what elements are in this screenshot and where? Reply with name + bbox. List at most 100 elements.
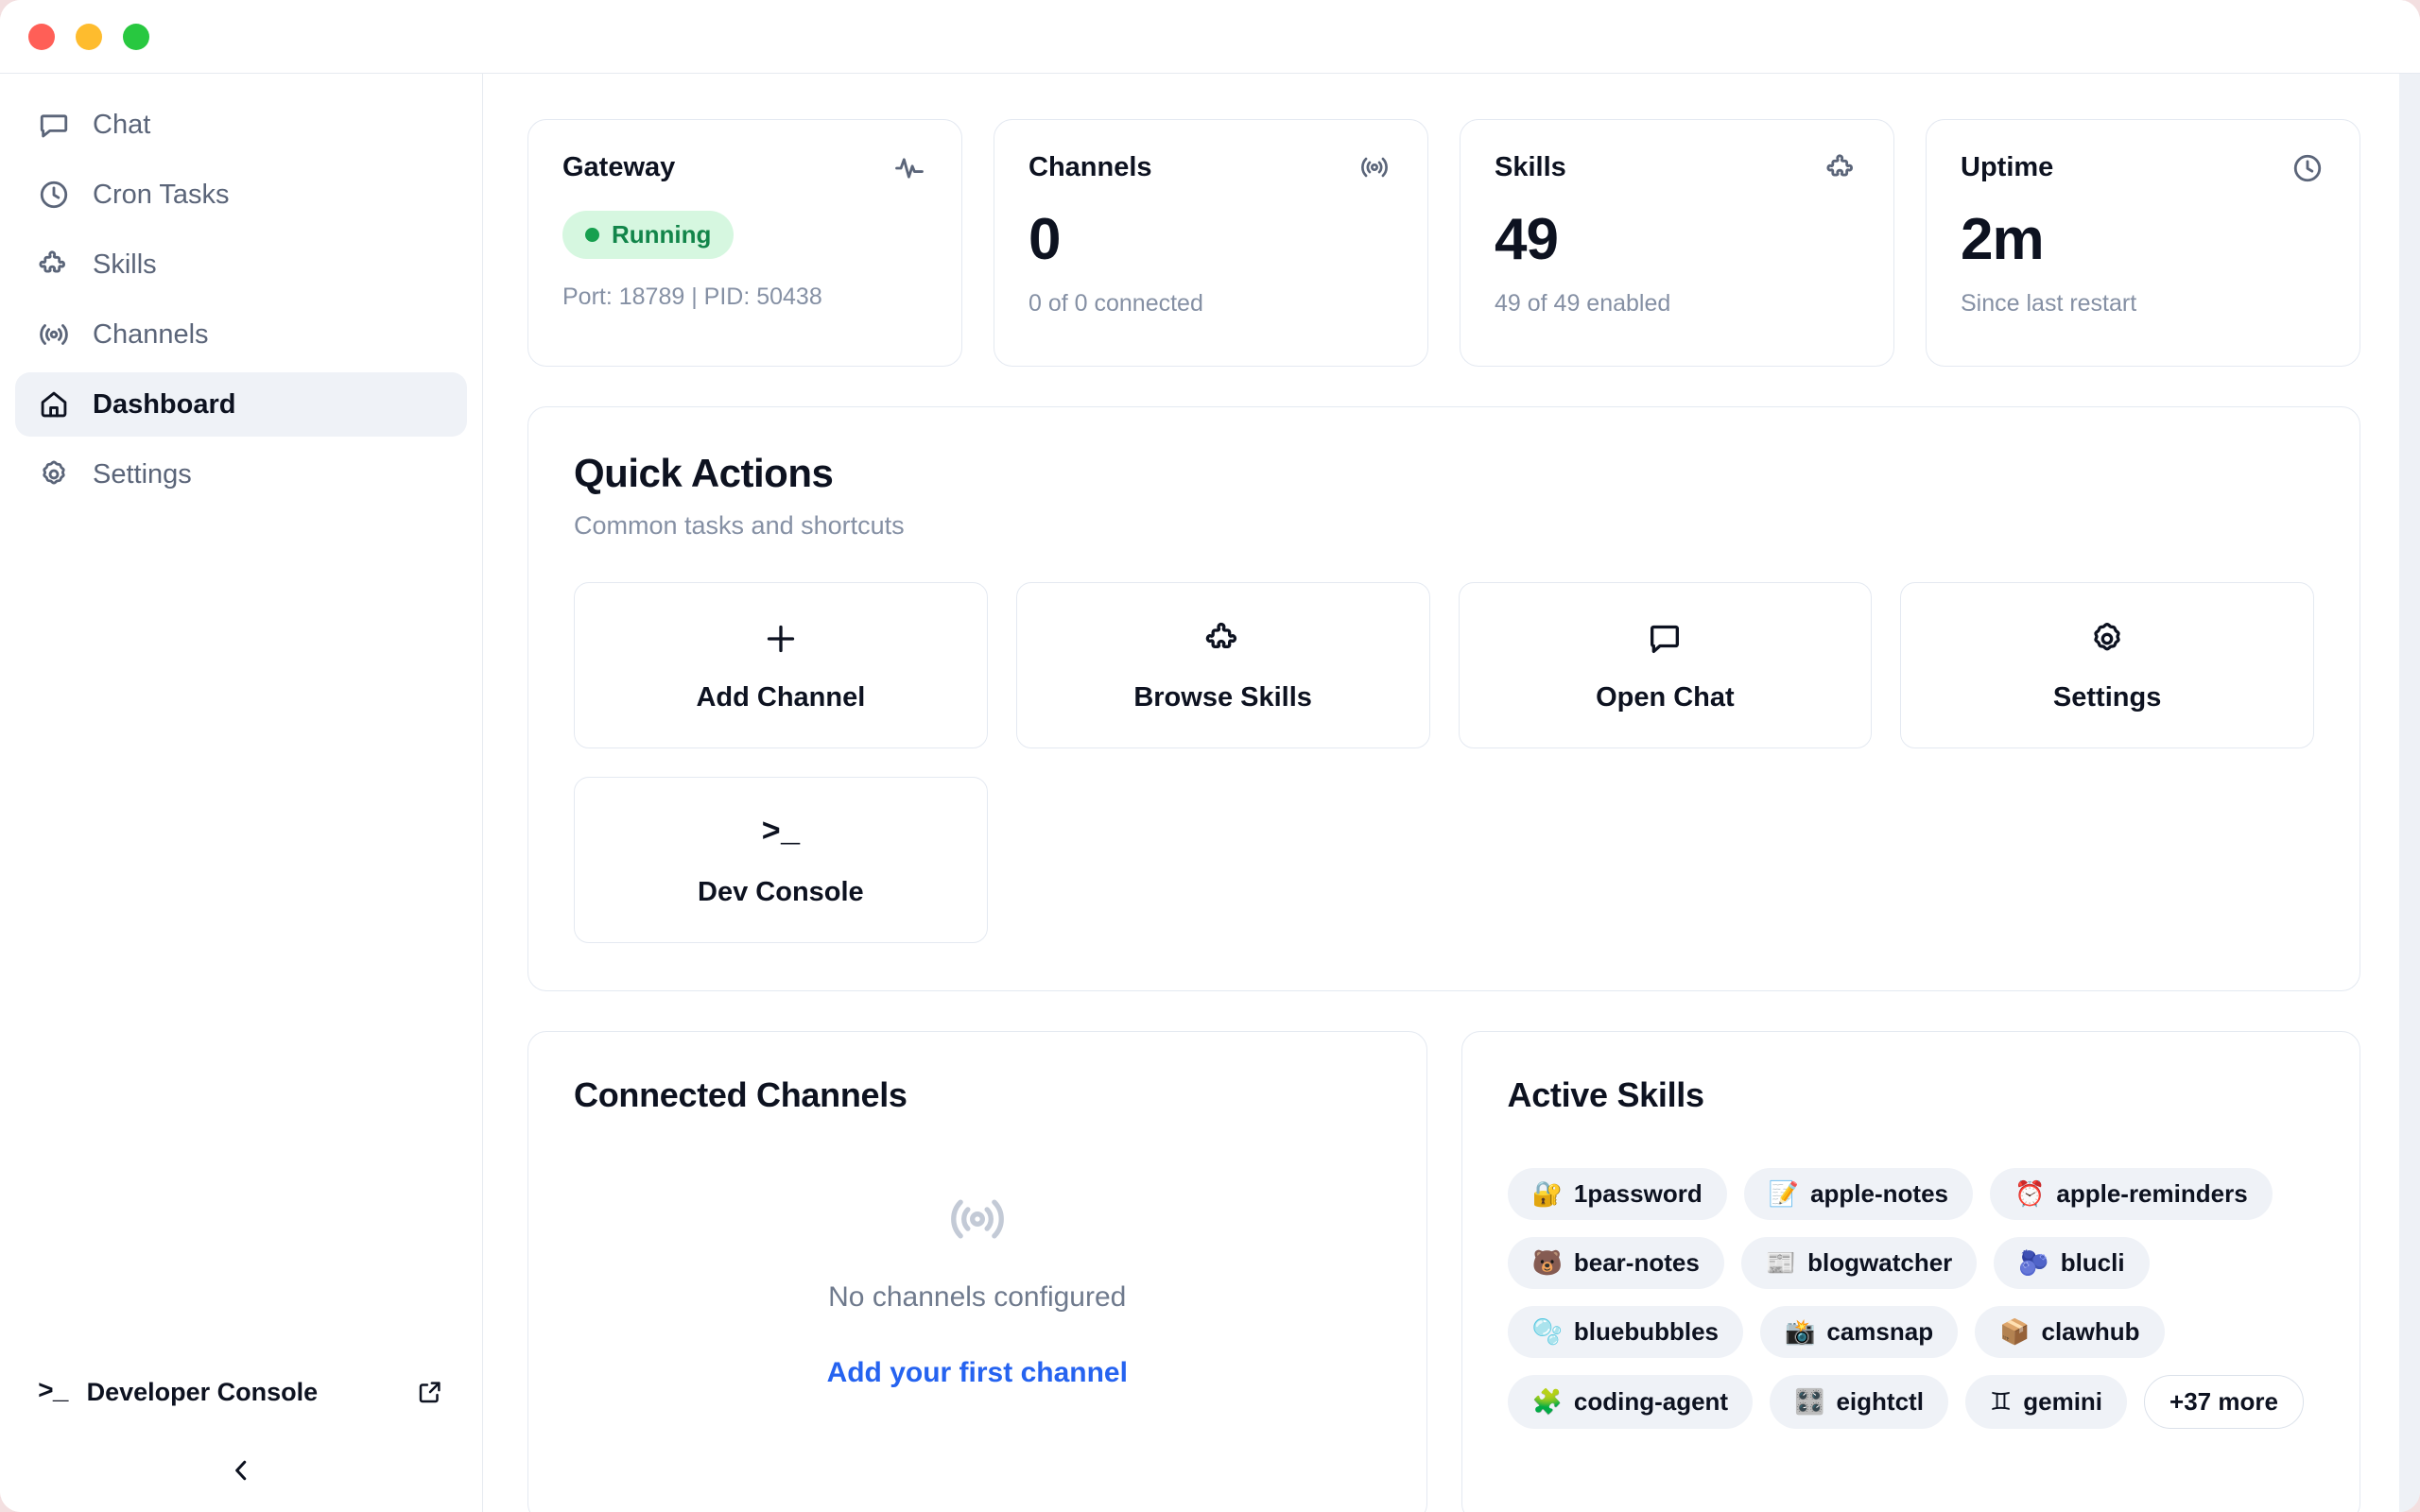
stat-card-subtext: 49 of 49 enabled [1495, 290, 1671, 317]
connected-channels-title: Connected Channels [574, 1075, 908, 1114]
skill-chip[interactable]: 📰 blogwatcher [1740, 1237, 1978, 1289]
plus-icon [760, 618, 802, 660]
title-bar [0, 0, 2420, 74]
skill-chip-label: blogwatcher [1807, 1248, 1953, 1277]
puzzle-icon [36, 247, 72, 283]
minimize-window-button[interactable] [76, 23, 102, 50]
skill-chip[interactable]: ♊ gemini [1964, 1375, 2128, 1429]
gear-icon [36, 456, 72, 492]
activity-pulse-icon [893, 152, 927, 186]
sidebar-item-settings[interactable]: Settings [15, 442, 467, 507]
skill-chip-label: gemini [2023, 1387, 2103, 1416]
stats-grid: Gateway Running Port: 18789 | PID: 50438… [527, 119, 2360, 367]
main-scrollbar[interactable] [2399, 74, 2420, 1512]
status-dot-icon [585, 228, 599, 242]
sidebar-spacer [0, 507, 482, 1357]
sidebar: Chat Cron Tasks Skills [0, 74, 483, 1512]
open-chat-button[interactable]: Open Chat [1458, 582, 1873, 748]
skill-emoji-icon: 🧩 [1531, 1387, 1563, 1417]
skill-chip[interactable]: 🎛️ eightctl [1770, 1375, 1948, 1429]
app-body: Chat Cron Tasks Skills [0, 74, 2420, 1512]
sidebar-collapse-button[interactable] [0, 1433, 482, 1512]
stat-card-title: Gateway [562, 152, 676, 182]
stat-card-subtext: Since last restart [1961, 290, 2137, 317]
sidebar-item-label: Chat [93, 109, 151, 140]
stat-card-value: 49 [1495, 207, 1559, 272]
close-window-button[interactable] [28, 23, 55, 50]
puzzle-icon [1825, 152, 1859, 186]
skill-chip[interactable]: 🫐 blucli [1994, 1237, 2150, 1289]
browse-skills-button[interactable]: Browse Skills [1015, 582, 1430, 748]
add-first-channel-link[interactable]: Add your first channel [826, 1357, 1128, 1388]
stat-card-title: Skills [1495, 152, 1566, 182]
skill-chip-label: 1password [1573, 1179, 1703, 1208]
stat-card-skills: Skills 49 49 of 49 enabled [1460, 119, 1894, 367]
clock-icon [36, 177, 72, 213]
quick-action-label: Browse Skills [1133, 681, 1312, 713]
sidebar-item-cron-tasks[interactable]: Cron Tasks [15, 163, 467, 227]
quick-actions-title: Quick Actions [574, 451, 834, 495]
terminal-icon: >_ [760, 813, 802, 854]
stat-card-subtext: 0 of 0 connected [1028, 290, 1203, 317]
stat-card-header: Uptime [1961, 152, 2325, 186]
sidebar-item-chat[interactable]: Chat [15, 93, 467, 157]
skill-emoji-icon: 🫐 [2018, 1248, 2049, 1278]
quick-actions-grid: Add Channel Browse Skills Open Chat [574, 582, 2314, 943]
skill-chip[interactable]: 🫧 bluebubbles [1507, 1306, 1743, 1358]
active-skills-chip-list: 🔐 1password 📝 apple-notes ⏰ apple-reminders… [1507, 1168, 2315, 1429]
skill-chip[interactable]: 🐻 bear-notes [1507, 1237, 1724, 1289]
stat-card-header: Channels [1028, 152, 1393, 186]
developer-console-button[interactable]: >_ Developer Console [26, 1357, 456, 1427]
dev-console-button[interactable]: >_ Dev Console [574, 777, 988, 943]
skill-chip[interactable]: 🔐 1password [1507, 1168, 1727, 1220]
status-badge: Running [562, 211, 735, 259]
skills-more-label: +37 more [2169, 1387, 2278, 1416]
chat-bubble-icon [1644, 618, 1685, 660]
skill-chip-label: bear-notes [1573, 1248, 1700, 1277]
external-link-icon [416, 1378, 444, 1406]
broadcast-icon [947, 1189, 1008, 1249]
gateway-meta: Port: 18789 | PID: 50438 [562, 284, 822, 310]
stat-card-gateway: Gateway Running Port: 18789 | PID: 50438 [527, 119, 962, 367]
terminal-glyph: >_ [761, 815, 801, 851]
stat-card-value: 2m [1961, 207, 2045, 272]
skill-emoji-icon: 🫧 [1531, 1317, 1563, 1347]
terminal-icon: >_ [38, 1377, 69, 1407]
connected-channels-empty-state: No channels configured Add your first ch… [574, 1115, 1381, 1389]
skill-chip-label: apple-reminders [2056, 1179, 2248, 1208]
skill-chip[interactable]: 📝 apple-notes [1743, 1168, 1973, 1220]
quick-actions-subtitle: Common tasks and shortcuts [574, 511, 905, 540]
clock-icon [2291, 152, 2325, 186]
quick-actions-panel: Quick Actions Common tasks and shortcuts… [527, 406, 2360, 991]
sidebar-item-label: Settings [93, 458, 192, 490]
skill-chip[interactable]: 🧩 coding-agent [1507, 1375, 1754, 1429]
active-skills-title: Active Skills [1507, 1075, 1705, 1114]
add-channel-button[interactable]: Add Channel [574, 582, 988, 748]
zoom-window-button[interactable] [123, 23, 149, 50]
skill-emoji-icon: 📝 [1768, 1179, 1800, 1209]
skill-chip[interactable]: 📸 camsnap [1760, 1306, 1959, 1358]
settings-button[interactable]: Settings [1900, 582, 2314, 748]
skill-chip[interactable]: 📦 clawhub [1975, 1306, 2165, 1358]
quick-action-label: Add Channel [696, 681, 866, 713]
quick-action-label: Open Chat [1596, 681, 1735, 713]
skill-emoji-icon: ♊ [1989, 1387, 2013, 1417]
traffic-lights [28, 23, 149, 50]
sidebar-item-dashboard[interactable]: Dashboard [15, 372, 467, 437]
main-content: Gateway Running Port: 18789 | PID: 50438… [483, 74, 2420, 1512]
skill-emoji-icon: 🎛️ [1794, 1387, 1825, 1417]
skill-emoji-icon: 🔐 [1531, 1179, 1563, 1209]
skill-chip[interactable]: ⏰ apple-reminders [1990, 1168, 2273, 1220]
skill-emoji-icon: 📸 [1785, 1317, 1816, 1347]
sidebar-item-skills[interactable]: Skills [15, 232, 467, 297]
home-icon [36, 387, 72, 422]
status-badge-label: Running [612, 220, 712, 249]
empty-state-text: No channels configured [828, 1281, 1127, 1313]
skill-emoji-icon: 🐻 [1531, 1248, 1563, 1278]
sidebar-item-label: Dashboard [93, 388, 236, 420]
skill-chip-label: eightctl [1836, 1387, 1924, 1416]
skills-more-chip[interactable]: +37 more [2144, 1375, 2304, 1429]
skill-chip-label: coding-agent [1573, 1387, 1729, 1416]
sidebar-item-channels[interactable]: Channels [15, 302, 467, 367]
skill-emoji-icon: 📰 [1765, 1248, 1797, 1278]
